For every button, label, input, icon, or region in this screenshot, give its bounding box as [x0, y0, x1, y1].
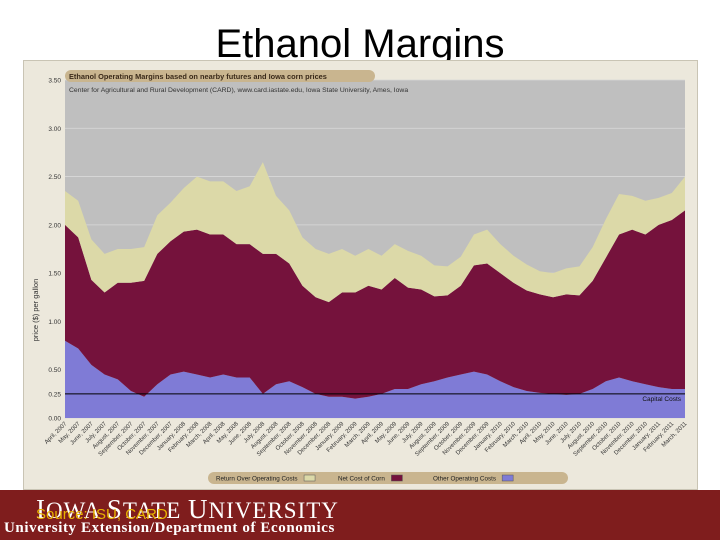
chart-title: Ethanol Operating Margins based on nearb…: [69, 72, 327, 81]
chart-header: Ethanol Operating Margins based on nearb…: [65, 70, 408, 94]
legend-swatch: [391, 474, 403, 482]
legend-bar: [208, 472, 568, 484]
chart-title-bar: [65, 70, 375, 82]
area-other-operating-costs: [65, 340, 685, 418]
legend: Return Over Operating Costs Net Cost of C…: [208, 472, 568, 484]
y-tick-label: 2.50: [48, 174, 61, 181]
legend-label: Return Over Operating Costs: [216, 476, 298, 483]
y-axis-label: price ($) per gallon: [31, 279, 40, 342]
area-return-over-operating-costs: [65, 162, 685, 303]
slide-title: Ethanol Margins: [215, 22, 505, 66]
chart-subtitle: Center for Agricultural and Rural Develo…: [69, 87, 408, 94]
legend-swatch: [501, 474, 514, 482]
area-net-cost-of-corn: [65, 210, 685, 399]
plot-area: [65, 79, 685, 419]
legend-label: Net Cost of Corn: [338, 476, 385, 483]
capital-costs-label: Capital Costs: [642, 396, 681, 403]
department-line: University Extension/Department of Econo…: [4, 520, 335, 536]
y-tick-label: 1.00: [48, 319, 61, 326]
y-tick-label: 0.50: [48, 367, 61, 374]
y-tick-label: 2.00: [48, 222, 61, 229]
y-tick-label: 3.00: [48, 126, 61, 133]
legend-label: Other Operating Costs: [433, 476, 496, 483]
y-tick-label: 3.50: [48, 78, 61, 85]
y-axis-ticks: 0.00 0.25 0.50 1.00 1.50 2.00 2.50 3.00 3.50: [48, 78, 61, 423]
legend-swatch: [303, 474, 316, 482]
y-tick-label: 0.00: [48, 416, 61, 423]
y-tick-label: 1.50: [48, 271, 61, 278]
source-note: Source: ISU, CARD: [36, 506, 168, 523]
y-tick-label: 0.25: [48, 391, 61, 398]
university-wordmark: IOWA STATE UNIVERSITY: [36, 494, 339, 524]
capital-costs-reference: Capital Costs: [65, 393, 685, 403]
margins-chart: Ethanol Operating Margins based on nearb…: [31, 70, 689, 484]
footer-band: [0, 490, 720, 540]
